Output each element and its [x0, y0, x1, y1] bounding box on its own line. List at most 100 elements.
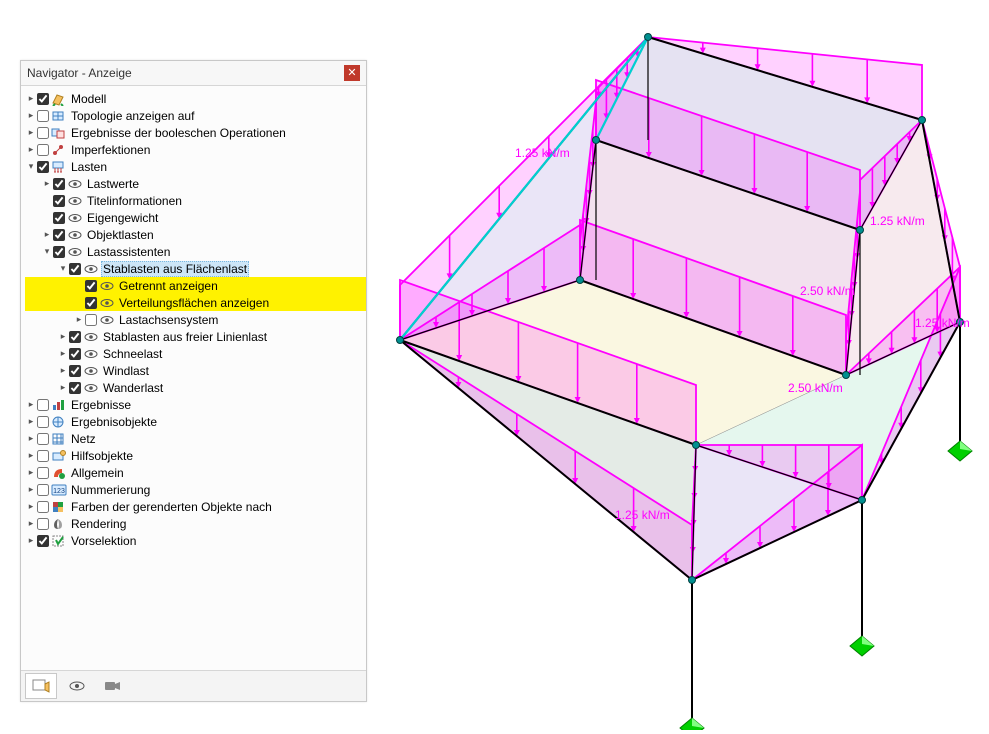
expand-icon[interactable]: ▾ — [57, 263, 69, 275]
tree-item[interactable]: Titelinformationen — [25, 192, 366, 209]
tree-item[interactable]: ▸Netz — [25, 430, 366, 447]
tree-item[interactable]: ▸Windlast — [25, 362, 366, 379]
visibility-checkbox[interactable] — [69, 263, 81, 275]
visibility-checkbox[interactable] — [37, 416, 49, 428]
tree-item[interactable]: ▸Modell — [25, 90, 366, 107]
tree-item[interactable]: ▸Ergebnisse der booleschen Operationen — [25, 124, 366, 141]
expand-icon[interactable]: ▸ — [25, 535, 37, 547]
expand-icon[interactable]: ▾ — [41, 246, 53, 258]
tree-item[interactable]: ▸Imperfektionen — [25, 141, 366, 158]
expand-icon[interactable]: ▸ — [41, 229, 53, 241]
navigator-tree[interactable]: ▸Modell▸Topologie anzeigen auf▸Ergebniss… — [21, 86, 366, 668]
expand-icon[interactable]: ▸ — [25, 467, 37, 479]
tree-item[interactable]: ▾ Lasten — [25, 158, 366, 175]
tab-data-icon[interactable] — [25, 673, 57, 699]
tree-item-label: Lastachsensystem — [117, 313, 220, 327]
visibility-checkbox[interactable] — [37, 518, 49, 530]
visibility-checkbox[interactable] — [37, 93, 49, 105]
tree-item[interactable]: ▸ 123 Nummerierung — [25, 481, 366, 498]
expand-icon[interactable]: ▸ — [25, 110, 37, 122]
tree-item-label: Verteilungsflächen anzeigen — [117, 296, 271, 310]
visibility-checkbox[interactable] — [37, 450, 49, 462]
expand-icon[interactable]: ▸ — [25, 127, 37, 139]
general-icon — [51, 466, 67, 480]
visibility-checkbox[interactable] — [37, 161, 49, 173]
tree-item[interactable]: ▸Vorselektion — [25, 532, 366, 549]
expand-icon[interactable]: ▸ — [57, 331, 69, 343]
visibility-checkbox[interactable] — [53, 178, 65, 190]
visibility-checkbox[interactable] — [37, 467, 49, 479]
expand-icon[interactable]: ▸ — [25, 450, 37, 462]
svg-text:123: 123 — [53, 488, 65, 495]
tree-item[interactable]: ▸ Wanderlast — [25, 379, 366, 396]
visibility-checkbox[interactable] — [37, 501, 49, 513]
tree-item[interactable]: Verteilungsflächen anzeigen — [25, 294, 366, 311]
visibility-checkbox[interactable] — [37, 535, 49, 547]
expand-icon[interactable]: ▸ — [57, 382, 69, 394]
visibility-checkbox[interactable] — [53, 212, 65, 224]
expand-icon[interactable]: ▸ — [25, 144, 37, 156]
visibility-checkbox[interactable] — [69, 331, 81, 343]
tab-camera-icon[interactable] — [97, 673, 129, 699]
tree-item[interactable]: ▸Ergebnisse — [25, 396, 366, 413]
tree-item-label: Lasten — [69, 160, 109, 174]
visibility-checkbox[interactable] — [85, 280, 97, 292]
visibility-checkbox[interactable] — [37, 433, 49, 445]
model-icon — [51, 92, 67, 106]
tree-item[interactable]: ▸Hilfsobjekte — [25, 447, 366, 464]
expand-icon[interactable]: ▸ — [25, 416, 37, 428]
tree-item-label: Schneelast — [101, 347, 164, 361]
tree-item[interactable]: ▸Topologie anzeigen auf — [25, 107, 366, 124]
expand-icon[interactable]: ▸ — [25, 433, 37, 445]
visibility-checkbox[interactable] — [53, 195, 65, 207]
expand-icon[interactable]: ▸ — [57, 365, 69, 377]
expand-icon[interactable]: ▸ — [25, 93, 37, 105]
tree-item[interactable]: ▸Lastwerte — [25, 175, 366, 192]
tree-item[interactable]: Getrennt anzeigen — [25, 277, 366, 294]
model-viewport[interactable]: 1.25 kN/m1.25 kN/m2.50 kN/m1.25 kN/m2.50… — [375, 10, 975, 730]
visibility-checkbox[interactable] — [85, 314, 97, 326]
eye-icon — [83, 347, 99, 361]
visibility-checkbox[interactable] — [69, 382, 81, 394]
visibility-checkbox[interactable] — [69, 348, 81, 360]
expand-icon[interactable]: ▸ — [25, 501, 37, 513]
visibility-checkbox[interactable] — [53, 229, 65, 241]
load-value-label: 2.50 kN/m — [800, 284, 855, 298]
expand-icon[interactable]: ▾ — [25, 161, 37, 173]
expand-icon[interactable]: ▸ — [41, 178, 53, 190]
tree-item[interactable]: ▸Ergebnisobjekte — [25, 413, 366, 430]
eye-icon — [67, 245, 83, 259]
expand-icon[interactable]: ▸ — [73, 314, 85, 326]
expand-icon[interactable]: ▸ — [57, 348, 69, 360]
load-value-label: 2.50 kN/m — [788, 381, 843, 395]
expand-icon[interactable]: ▸ — [25, 399, 37, 411]
tab-views-icon[interactable] — [61, 673, 93, 699]
tree-item[interactable]: Eigengewicht — [25, 209, 366, 226]
tree-item-label: Stablasten aus Flächenlast — [101, 261, 249, 277]
tree-item[interactable]: ▸Farben der gerenderten Objekte nach — [25, 498, 366, 515]
eye-icon — [67, 211, 83, 225]
render-icon — [51, 517, 67, 531]
visibility-checkbox[interactable] — [37, 484, 49, 496]
visibility-checkbox[interactable] — [85, 297, 97, 309]
tree-item[interactable]: ▸ Schneelast — [25, 345, 366, 362]
tree-item[interactable]: ▸ Lastachsensystem — [25, 311, 366, 328]
expand-icon[interactable]: ▸ — [25, 484, 37, 496]
close-icon[interactable]: ✕ — [344, 65, 360, 81]
tree-item[interactable]: ▸Allgemein — [25, 464, 366, 481]
visibility-checkbox[interactable] — [53, 246, 65, 258]
visibility-checkbox[interactable] — [69, 365, 81, 377]
visibility-checkbox[interactable] — [37, 110, 49, 122]
tree-item[interactable]: ▾Lastassistenten — [25, 243, 366, 260]
visibility-checkbox[interactable] — [37, 144, 49, 156]
visibility-checkbox[interactable] — [37, 399, 49, 411]
imperf-icon — [51, 143, 67, 157]
tree-item[interactable]: ▸Objektlasten — [25, 226, 366, 243]
tree-item[interactable]: ▾ Stablasten aus Flächenlast — [25, 260, 366, 277]
tree-item[interactable]: ▸Stablasten aus freier Linienlast — [25, 328, 366, 345]
visibility-checkbox[interactable] — [37, 127, 49, 139]
tree-item-label: Nummerierung — [69, 483, 152, 497]
tree-item[interactable]: ▸Rendering — [25, 515, 366, 532]
expand-icon[interactable]: ▸ — [25, 518, 37, 530]
tree-item-label: Wanderlast — [101, 381, 165, 395]
